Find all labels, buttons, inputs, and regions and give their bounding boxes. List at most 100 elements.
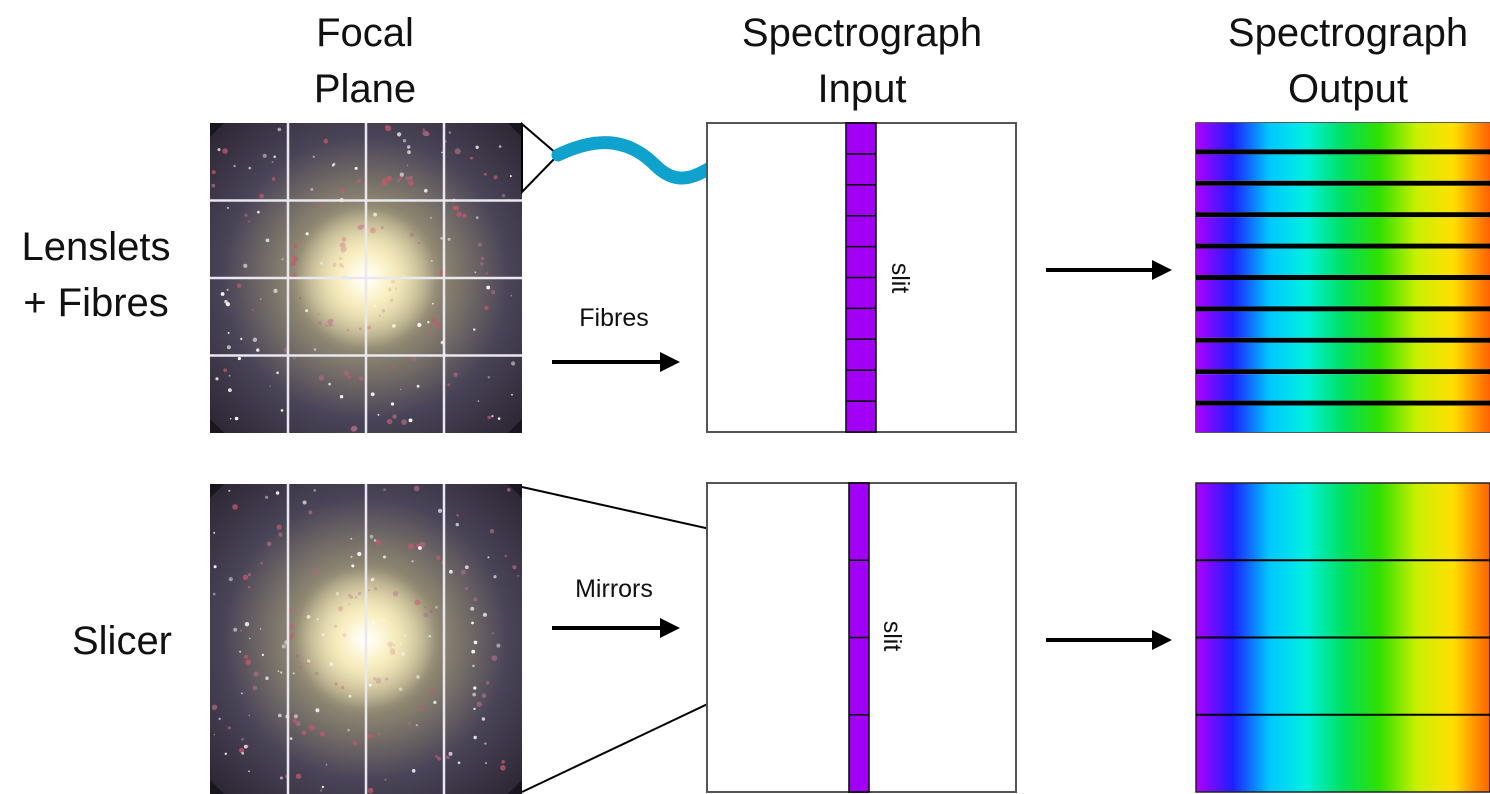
spiral-arm-knot <box>375 539 381 546</box>
star-point <box>415 724 418 727</box>
star-point <box>228 489 231 492</box>
spiral-arm-knot <box>319 789 323 792</box>
spectrum-gap <box>1196 212 1490 218</box>
star-point <box>244 622 250 627</box>
focal-plane-header-line2: Plane <box>314 67 416 111</box>
star-point <box>292 672 295 675</box>
spiral-arm-knot <box>419 541 426 548</box>
spiral-arm-knot <box>413 485 420 492</box>
spiral-arm-knot <box>452 206 457 210</box>
lenslets-label-line2: + Fibres <box>23 281 169 325</box>
spiral-arm-knot <box>456 514 459 517</box>
spiral-arm-knot <box>295 720 301 727</box>
star-point <box>350 555 353 559</box>
star-point <box>411 769 416 773</box>
star-point <box>248 714 250 716</box>
spiral-arm-knot <box>391 365 395 370</box>
star-point <box>498 145 502 148</box>
image-corner <box>210 419 224 433</box>
star-point <box>437 508 443 513</box>
spiral-arm-knot <box>506 488 511 492</box>
spiral-arm-knot <box>445 755 450 760</box>
star-point <box>482 612 487 617</box>
star-point <box>280 409 284 412</box>
slit-bottom <box>848 482 870 793</box>
spiral-arm-knot <box>260 561 263 565</box>
star-point <box>218 717 221 721</box>
star-point <box>321 785 325 789</box>
star-point <box>470 606 475 611</box>
star-point <box>249 637 251 640</box>
star-point <box>213 565 217 569</box>
focal-plane-header-line1: Focal <box>316 11 414 55</box>
star-point <box>474 271 477 274</box>
star-point <box>435 606 438 609</box>
slit-top <box>845 122 877 433</box>
spiral-arm-knot <box>253 671 259 677</box>
star-point <box>257 210 260 214</box>
spectrum-band <box>1196 217 1490 244</box>
star-point <box>473 686 477 690</box>
star-point <box>347 728 350 732</box>
spiral-arm-knot <box>291 254 295 257</box>
star-point <box>215 377 219 381</box>
spiral-arm-knot <box>491 655 498 661</box>
spiral-arm-knot <box>407 543 414 550</box>
spiral-arm-knot <box>241 738 244 741</box>
star-point <box>237 356 241 361</box>
star-point <box>277 670 280 673</box>
star-point <box>265 495 269 499</box>
star-point <box>328 382 331 386</box>
spiral-arm-knot <box>237 283 242 288</box>
star-point <box>485 762 487 764</box>
star-point <box>241 692 243 695</box>
star-point <box>354 166 358 170</box>
spiral-arm-knot <box>401 419 407 425</box>
star-point <box>293 714 298 719</box>
star-point <box>248 166 252 170</box>
spiral-arm-knot <box>422 128 425 131</box>
spiral-arm-knot <box>384 778 387 781</box>
star-point <box>407 164 409 166</box>
star-point <box>448 751 453 756</box>
spiral-arm-knot <box>476 701 482 707</box>
spectrum-gap <box>1196 243 1490 249</box>
spiral-arm-knot <box>481 693 487 698</box>
fibres-arrow-label: Fibres <box>579 304 648 332</box>
star-point <box>212 592 216 596</box>
spiral-arm-knot <box>473 597 478 602</box>
star-point <box>472 664 475 668</box>
spiral-arm-knot <box>483 172 487 176</box>
star-point <box>383 555 386 559</box>
star-point <box>339 395 344 399</box>
star-point <box>313 489 317 492</box>
star-point <box>265 238 270 243</box>
star-point <box>399 172 404 177</box>
spiral-arm-knot <box>242 574 249 580</box>
spiral-arm-knot <box>244 654 249 659</box>
star-point <box>260 298 262 300</box>
spiral-arm-knot <box>392 414 397 419</box>
star-point <box>510 361 516 366</box>
spiral-arm-knot <box>408 175 413 180</box>
star-point <box>331 164 335 167</box>
spiral-arm-knot <box>517 574 520 577</box>
star-point <box>427 321 430 324</box>
star-point <box>484 742 487 745</box>
star-point <box>228 577 233 582</box>
star-point <box>277 713 282 718</box>
spiral-arm-knot <box>430 689 435 694</box>
star-point <box>213 734 215 736</box>
spectrum-band <box>1196 154 1490 181</box>
star-point <box>220 292 225 296</box>
star-point <box>432 302 434 305</box>
star-point <box>473 328 476 331</box>
spiral-arm-knot <box>347 375 352 379</box>
star-point <box>471 649 476 654</box>
spiral-arm-knot <box>292 718 297 723</box>
star-point <box>487 556 490 559</box>
focal-plane-galaxy-image-bottom <box>210 484 522 794</box>
spiral-arm-knot <box>223 368 227 373</box>
spiral-arm-knot <box>211 183 216 188</box>
star-point <box>256 348 260 352</box>
